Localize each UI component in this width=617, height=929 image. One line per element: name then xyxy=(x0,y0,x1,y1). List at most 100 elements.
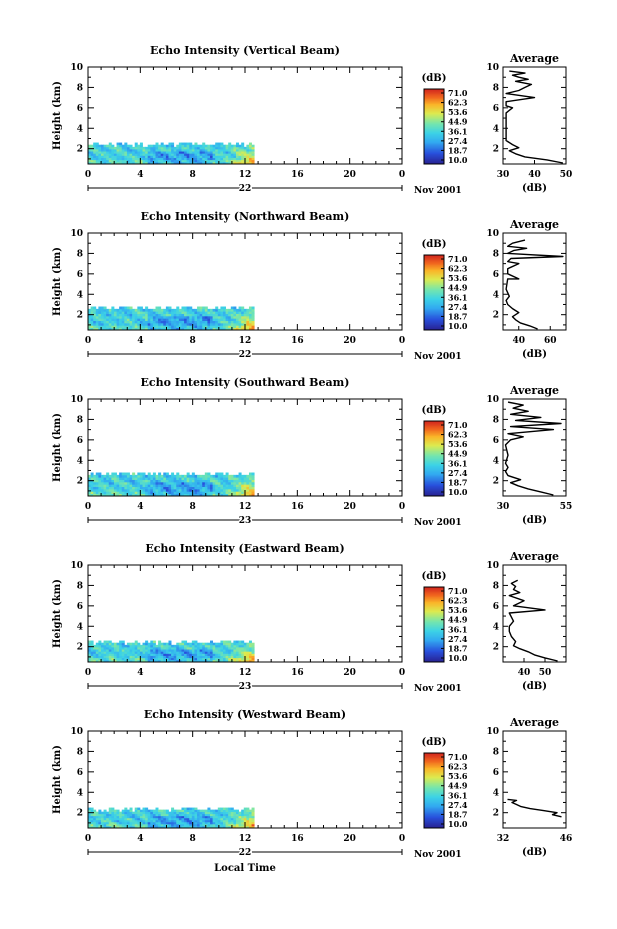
heatmap-cell xyxy=(194,644,198,648)
heatmap-cell xyxy=(171,153,175,156)
heatmap-cell xyxy=(155,486,159,490)
heatmap-cell xyxy=(199,484,203,488)
heatmap-cell xyxy=(243,484,247,488)
heatmap-cell xyxy=(145,484,149,488)
heatmap-cell xyxy=(220,318,224,322)
heatmap-cell xyxy=(124,322,128,326)
heatmap-cell xyxy=(126,819,130,823)
colorbar-swatch xyxy=(424,609,444,612)
heatmap-cell xyxy=(116,813,120,817)
heatmap-cell xyxy=(152,640,156,644)
heatmap-cell xyxy=(147,151,151,154)
heatmap-cell xyxy=(103,311,107,314)
heatmap-cell xyxy=(139,327,143,331)
heatmap-cell xyxy=(155,644,159,648)
heatmap-cell xyxy=(184,474,188,478)
heatmap-cell xyxy=(95,815,99,819)
heatmap-cell xyxy=(223,821,226,825)
heatmap-cell xyxy=(121,815,125,819)
x-tick-label: 12 xyxy=(239,502,252,512)
heatmap-cell xyxy=(173,651,177,654)
heatmap-cell xyxy=(88,642,91,646)
heatmap-cell xyxy=(238,821,242,825)
heatmap-cell xyxy=(199,642,203,646)
heatmap-cell xyxy=(100,484,104,488)
heatmap-cell xyxy=(88,657,91,661)
heatmap-cell xyxy=(103,659,107,663)
heatmap-cell xyxy=(204,320,208,324)
heatmap-cell xyxy=(217,311,221,314)
colorbar-swatch xyxy=(424,101,444,104)
heatmap-cell xyxy=(212,477,216,480)
heatmap-cell xyxy=(184,825,188,829)
heatmap-cell xyxy=(95,157,99,161)
heatmap-cell xyxy=(197,817,201,821)
heatmap-cell xyxy=(230,315,234,319)
heatmap-cell xyxy=(176,815,180,819)
heatmap-cell xyxy=(119,306,123,310)
heatmap-cell xyxy=(246,815,250,819)
heatmap-cell xyxy=(160,477,164,480)
heatmap-cell xyxy=(235,477,239,480)
colorbar-swatch xyxy=(424,648,444,650)
heatmap-cell xyxy=(150,651,154,654)
heatmap-cell xyxy=(233,649,237,652)
heatmap-cell xyxy=(93,655,97,659)
heatmap-cell xyxy=(150,825,154,829)
heatmap-cell xyxy=(178,821,182,825)
heatmap-cell xyxy=(191,815,195,819)
heatmap-cell xyxy=(197,484,201,488)
heatmap-cell xyxy=(181,318,185,322)
heatmap-cell xyxy=(171,825,175,829)
heatmap-cell xyxy=(248,481,252,485)
heatmap-cell xyxy=(223,819,226,823)
heatmap-cell xyxy=(150,311,154,314)
heatmap-cell xyxy=(106,477,110,480)
colorbar-swatch xyxy=(424,449,444,452)
x-tick-label: 16 xyxy=(291,170,304,180)
heatmap-cell xyxy=(100,325,104,329)
heatmap-cell xyxy=(113,644,117,648)
heatmap-cell xyxy=(189,653,193,656)
heatmap-cell xyxy=(113,649,117,652)
heatmap-cell xyxy=(155,311,159,314)
colorbar-swatch xyxy=(424,266,444,268)
heatmap-cell xyxy=(152,815,156,819)
heatmap-cell xyxy=(113,811,117,815)
heatmap-cell xyxy=(152,159,156,163)
heatmap-cell xyxy=(220,151,224,154)
heatmap-cell xyxy=(106,472,110,476)
heatmap-cell xyxy=(126,649,130,652)
heatmap-cell xyxy=(217,817,221,821)
heatmap-cell xyxy=(142,481,146,485)
heatmap-cell xyxy=(199,308,203,312)
colorbar-swatch xyxy=(424,422,444,424)
heatmap-cell xyxy=(204,159,208,163)
heatmap-cell xyxy=(171,146,175,150)
heatmap-cell xyxy=(194,479,198,483)
heatmap-cell xyxy=(98,651,102,654)
heatmap-cell xyxy=(235,817,239,821)
panel-title: Echo Intensity (Southward Beam) xyxy=(141,376,350,389)
heatmap-cell xyxy=(171,142,175,146)
colorbar-swatch xyxy=(424,105,444,107)
heatmap-cell xyxy=(228,151,232,154)
heatmap-cell xyxy=(165,817,169,821)
heatmap-cell xyxy=(212,320,216,324)
average-y-tick-label: 2 xyxy=(493,477,499,487)
heatmap-cell xyxy=(106,644,110,648)
heatmap-cell xyxy=(132,153,136,156)
heatmap-cell xyxy=(223,151,226,154)
average-line xyxy=(505,239,564,330)
heatmap-cell xyxy=(145,651,149,654)
heatmap-cell xyxy=(163,659,167,663)
heatmap-cell xyxy=(119,315,123,319)
heatmap-cell xyxy=(184,322,188,326)
colorbar-swatch xyxy=(424,109,444,111)
heatmap-cell xyxy=(111,642,115,646)
heatmap-cell xyxy=(111,144,115,148)
heatmap-cell xyxy=(171,813,175,817)
heatmap-cell xyxy=(158,479,162,483)
heatmap-cell xyxy=(184,493,188,497)
heatmap-cell xyxy=(129,146,133,150)
